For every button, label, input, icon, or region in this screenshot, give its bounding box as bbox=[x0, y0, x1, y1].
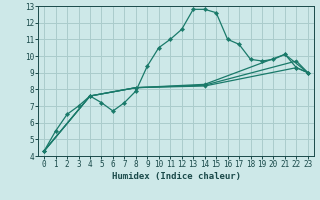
X-axis label: Humidex (Indice chaleur): Humidex (Indice chaleur) bbox=[111, 172, 241, 181]
